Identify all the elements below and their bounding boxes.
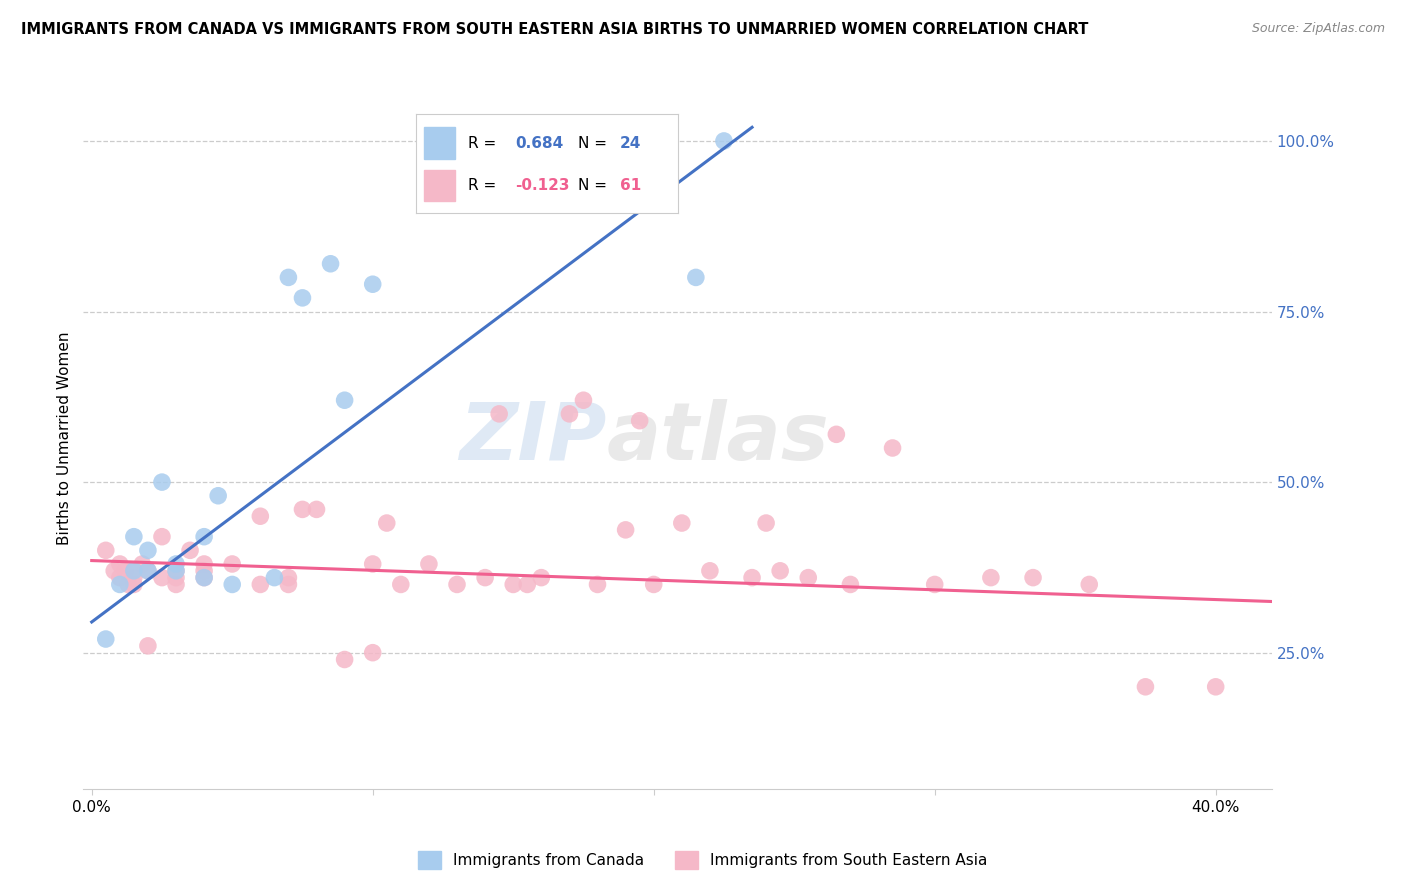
- Point: [1022, 571, 1045, 585]
- Point: [628, 414, 651, 428]
- Point: [1135, 680, 1157, 694]
- Point: [741, 571, 763, 585]
- Point: [277, 577, 299, 591]
- Point: [131, 557, 153, 571]
- Point: [502, 577, 524, 591]
- Point: [333, 652, 356, 666]
- Point: [446, 577, 468, 591]
- Point: [94, 543, 117, 558]
- Point: [839, 577, 862, 591]
- Point: [980, 571, 1002, 585]
- Point: [277, 270, 299, 285]
- Point: [572, 393, 595, 408]
- Point: [769, 564, 792, 578]
- Point: [797, 571, 820, 585]
- Point: [122, 564, 145, 578]
- Point: [713, 134, 735, 148]
- Point: [117, 577, 139, 591]
- Point: [614, 523, 637, 537]
- Point: [136, 543, 159, 558]
- Point: [150, 475, 173, 489]
- Point: [165, 557, 187, 571]
- Point: [249, 577, 271, 591]
- Text: atlas: atlas: [606, 399, 830, 476]
- Point: [924, 577, 946, 591]
- Point: [882, 441, 904, 455]
- Point: [193, 571, 215, 585]
- Point: [122, 571, 145, 585]
- Point: [263, 571, 285, 585]
- Point: [150, 530, 173, 544]
- Point: [136, 564, 159, 578]
- Point: [586, 577, 609, 591]
- Point: [671, 516, 693, 530]
- Point: [165, 577, 187, 591]
- Point: [516, 577, 538, 591]
- Point: [122, 564, 145, 578]
- Point: [108, 571, 131, 585]
- Point: [699, 564, 721, 578]
- Point: [291, 502, 314, 516]
- Point: [755, 516, 778, 530]
- Y-axis label: Births to Unmarried Women: Births to Unmarried Women: [58, 331, 72, 544]
- Point: [249, 509, 271, 524]
- Point: [165, 564, 187, 578]
- Point: [418, 557, 440, 571]
- Point: [114, 564, 136, 578]
- Point: [375, 516, 398, 530]
- Point: [1205, 680, 1227, 694]
- Point: [305, 502, 328, 516]
- Point: [108, 557, 131, 571]
- Point: [179, 543, 201, 558]
- Point: [136, 639, 159, 653]
- Point: [193, 564, 215, 578]
- Point: [277, 571, 299, 585]
- Text: IMMIGRANTS FROM CANADA VS IMMIGRANTS FROM SOUTH EASTERN ASIA BIRTHS TO UNMARRIED: IMMIGRANTS FROM CANADA VS IMMIGRANTS FRO…: [21, 22, 1088, 37]
- Point: [558, 407, 581, 421]
- Point: [488, 407, 510, 421]
- Point: [361, 277, 384, 292]
- Point: [193, 571, 215, 585]
- Point: [530, 571, 553, 585]
- Point: [108, 577, 131, 591]
- Point: [544, 154, 567, 169]
- Point: [193, 530, 215, 544]
- Point: [221, 557, 243, 571]
- Point: [94, 632, 117, 646]
- Text: Source: ZipAtlas.com: Source: ZipAtlas.com: [1251, 22, 1385, 36]
- Legend: Immigrants from Canada, Immigrants from South Eastern Asia: Immigrants from Canada, Immigrants from …: [412, 845, 994, 875]
- Point: [361, 557, 384, 571]
- Point: [122, 530, 145, 544]
- Point: [825, 427, 848, 442]
- Point: [221, 577, 243, 591]
- Point: [165, 571, 187, 585]
- Point: [1078, 577, 1101, 591]
- Point: [389, 577, 412, 591]
- Text: ZIP: ZIP: [458, 399, 606, 476]
- Point: [333, 393, 356, 408]
- Point: [165, 564, 187, 578]
- Point: [193, 557, 215, 571]
- Point: [136, 564, 159, 578]
- Point: [643, 577, 665, 591]
- Point: [103, 564, 125, 578]
- Point: [291, 291, 314, 305]
- Point: [361, 646, 384, 660]
- Point: [150, 571, 173, 585]
- Point: [572, 147, 595, 161]
- Point: [685, 270, 707, 285]
- Point: [600, 134, 623, 148]
- Point: [122, 577, 145, 591]
- Point: [474, 571, 496, 585]
- Point: [319, 257, 342, 271]
- Point: [207, 489, 229, 503]
